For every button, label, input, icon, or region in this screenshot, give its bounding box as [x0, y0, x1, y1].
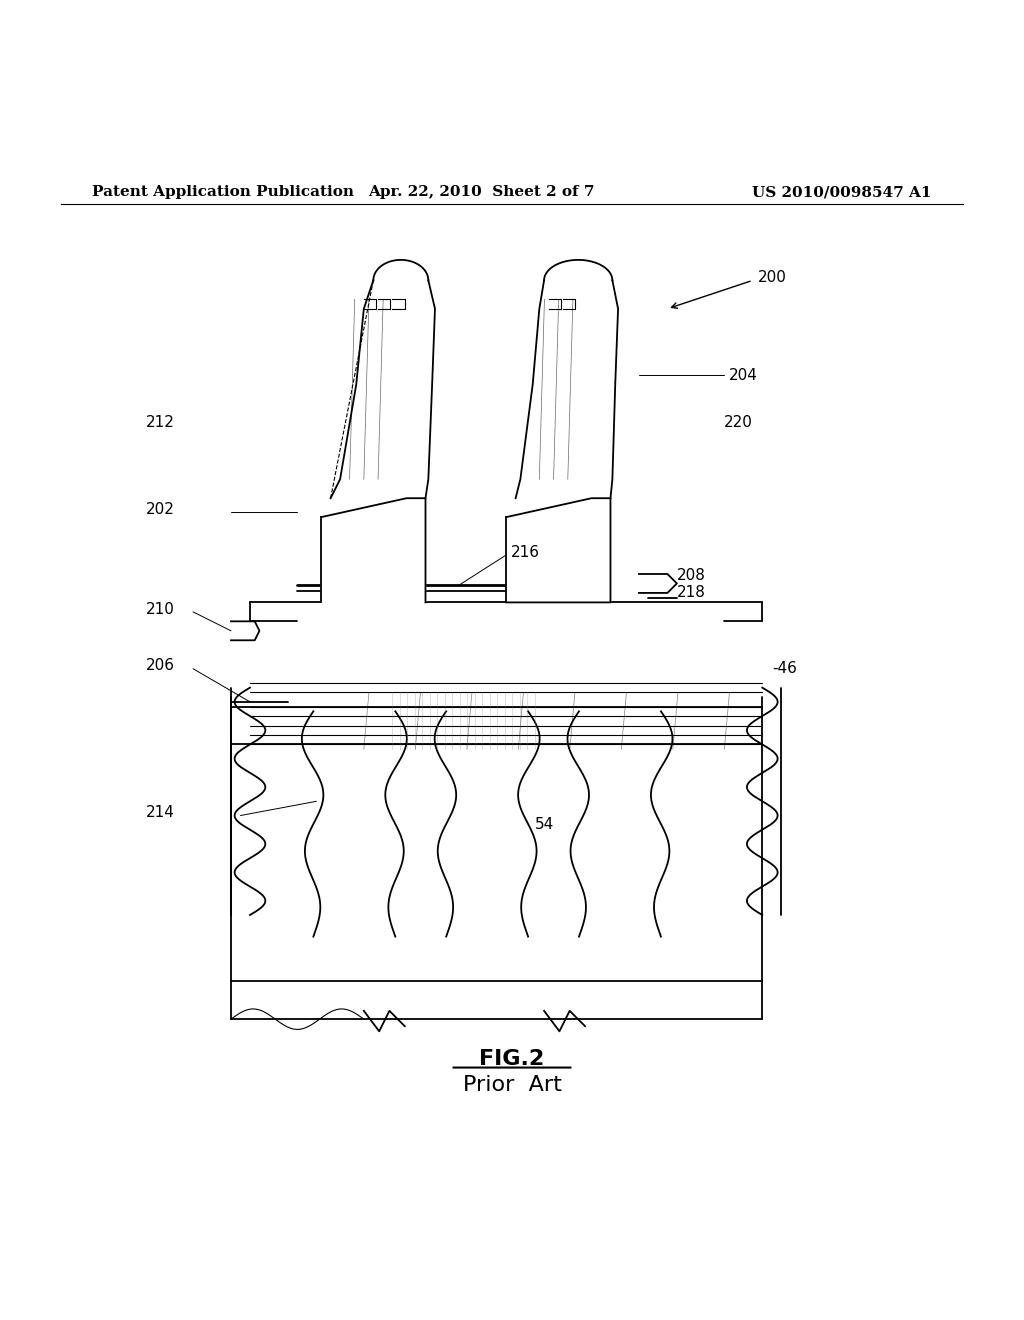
Polygon shape	[322, 498, 426, 602]
Text: 200: 200	[758, 271, 786, 285]
Text: 218: 218	[677, 586, 706, 601]
Text: 202: 202	[145, 502, 174, 517]
Text: 208: 208	[677, 569, 706, 583]
Text: 216: 216	[511, 545, 540, 560]
Text: 210: 210	[145, 602, 174, 616]
Text: Apr. 22, 2010  Sheet 2 of 7: Apr. 22, 2010 Sheet 2 of 7	[368, 185, 595, 199]
Text: 54: 54	[535, 817, 554, 833]
Text: 212: 212	[145, 414, 174, 430]
Text: 206: 206	[145, 659, 175, 673]
Text: Prior  Art: Prior Art	[463, 1074, 561, 1096]
Text: US 2010/0098547 A1: US 2010/0098547 A1	[753, 185, 932, 199]
Text: FIG.2: FIG.2	[479, 1049, 545, 1069]
Polygon shape	[506, 498, 610, 602]
Text: 220: 220	[724, 414, 754, 430]
Text: -46: -46	[772, 661, 797, 676]
Text: 204: 204	[729, 367, 758, 383]
Text: 214: 214	[145, 805, 174, 820]
Text: Patent Application Publication: Patent Application Publication	[92, 185, 354, 199]
